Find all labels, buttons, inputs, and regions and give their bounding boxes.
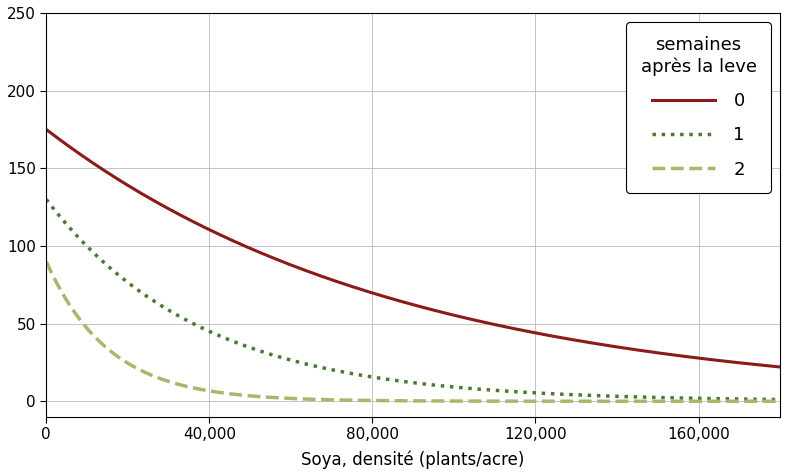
Line: 1: 1 xyxy=(46,199,780,399)
2 xyxy=(168,380,178,386)
0 xyxy=(761,363,770,368)
2 xyxy=(355,397,364,403)
0 xyxy=(682,354,691,359)
0 xyxy=(125,184,135,189)
1 xyxy=(42,197,51,202)
2 xyxy=(761,398,770,404)
0 xyxy=(775,364,785,370)
1 xyxy=(125,281,135,287)
1 xyxy=(168,310,178,316)
2 xyxy=(775,398,785,404)
Line: 0: 0 xyxy=(46,129,780,367)
1 xyxy=(761,397,770,402)
2 xyxy=(323,397,332,403)
0 xyxy=(168,208,178,214)
0 xyxy=(42,127,51,132)
X-axis label: Soya, densité (plants/acre): Soya, densité (plants/acre) xyxy=(301,451,525,469)
2 xyxy=(125,362,135,367)
0 xyxy=(355,286,364,292)
1 xyxy=(775,397,785,402)
1 xyxy=(355,372,364,378)
2 xyxy=(42,258,51,264)
Line: 2: 2 xyxy=(46,261,780,401)
1 xyxy=(682,395,691,401)
0 xyxy=(323,276,332,281)
Legend: 0, 1, 2: 0, 1, 2 xyxy=(626,22,771,193)
2 xyxy=(682,398,691,404)
1 xyxy=(323,366,332,372)
